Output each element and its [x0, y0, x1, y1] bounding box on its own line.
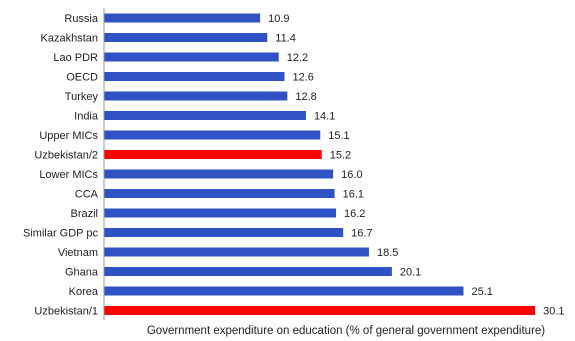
value-label: 15.1 [328, 130, 349, 142]
value-label: 14.1 [314, 111, 335, 123]
value-label: 12.8 [295, 91, 316, 103]
category-label: Brazil [70, 208, 98, 220]
value-label: 25.1 [471, 286, 492, 298]
category-labels-layer: Russia Kazakhstan Lao PDR OECD Turkey India Up… [23, 13, 99, 318]
value-labels-layer: 10.9 11.4 12.2 12.6 12.8 14.1 15.1 15.2 16.0 16.1… [268, 13, 564, 318]
category-label: Uzbekistan/1 [34, 306, 98, 318]
bar-kazakhstan [104, 33, 268, 42]
category-label: Kazakhstan [41, 33, 98, 45]
category-label: Upper MICs [39, 130, 98, 142]
bar-india [104, 111, 306, 120]
category-label: OECD [66, 72, 98, 84]
bar-similar-gdp-pc [104, 228, 344, 237]
bar-ghana [104, 267, 392, 276]
value-label: 18.5 [377, 247, 398, 259]
bar-upper-mics [104, 130, 321, 140]
value-label: 16.2 [344, 208, 365, 220]
bar-lao-pdr [104, 52, 279, 62]
bar-korea [104, 286, 464, 296]
x-axis-title: Government expenditure on education (% o… [147, 325, 545, 337]
value-label: 15.2 [330, 150, 351, 162]
bar-vietnam [104, 247, 369, 257]
value-label: 16.0 [341, 169, 362, 181]
bar-russia [104, 13, 261, 23]
category-label: India [74, 111, 99, 123]
value-label: 16.1 [343, 189, 364, 201]
bar-oecd [104, 72, 285, 81]
category-label: Similar GDP pc [23, 228, 98, 240]
bar-turkey [104, 91, 288, 101]
category-label: Vietnam [58, 247, 98, 259]
category-label: Lower MICs [39, 169, 98, 181]
bar-cca [104, 189, 335, 198]
category-label: Ghana [65, 267, 99, 279]
category-label: Korea [69, 286, 99, 298]
category-label: Uzbekistan/2 [34, 150, 98, 162]
bar-brazil [104, 208, 337, 218]
value-label: 12.6 [292, 72, 313, 84]
value-label: 10.9 [268, 13, 289, 25]
value-label: 12.2 [287, 52, 308, 64]
value-label: 16.7 [351, 228, 372, 240]
bars-layer [104, 13, 536, 315]
value-label: 20.1 [400, 267, 421, 279]
category-label: CCA [75, 189, 99, 201]
category-label: Turkey [65, 91, 99, 103]
category-label: Lao PDR [53, 52, 98, 64]
category-label: Russia [64, 13, 99, 25]
value-label: 11.4 [275, 33, 296, 45]
bar-uzbekistan-1 [104, 306, 536, 315]
bar-uzbekistan-2 [104, 150, 322, 159]
value-label: 30.1 [543, 306, 564, 318]
bar-lower-mics [104, 169, 334, 179]
